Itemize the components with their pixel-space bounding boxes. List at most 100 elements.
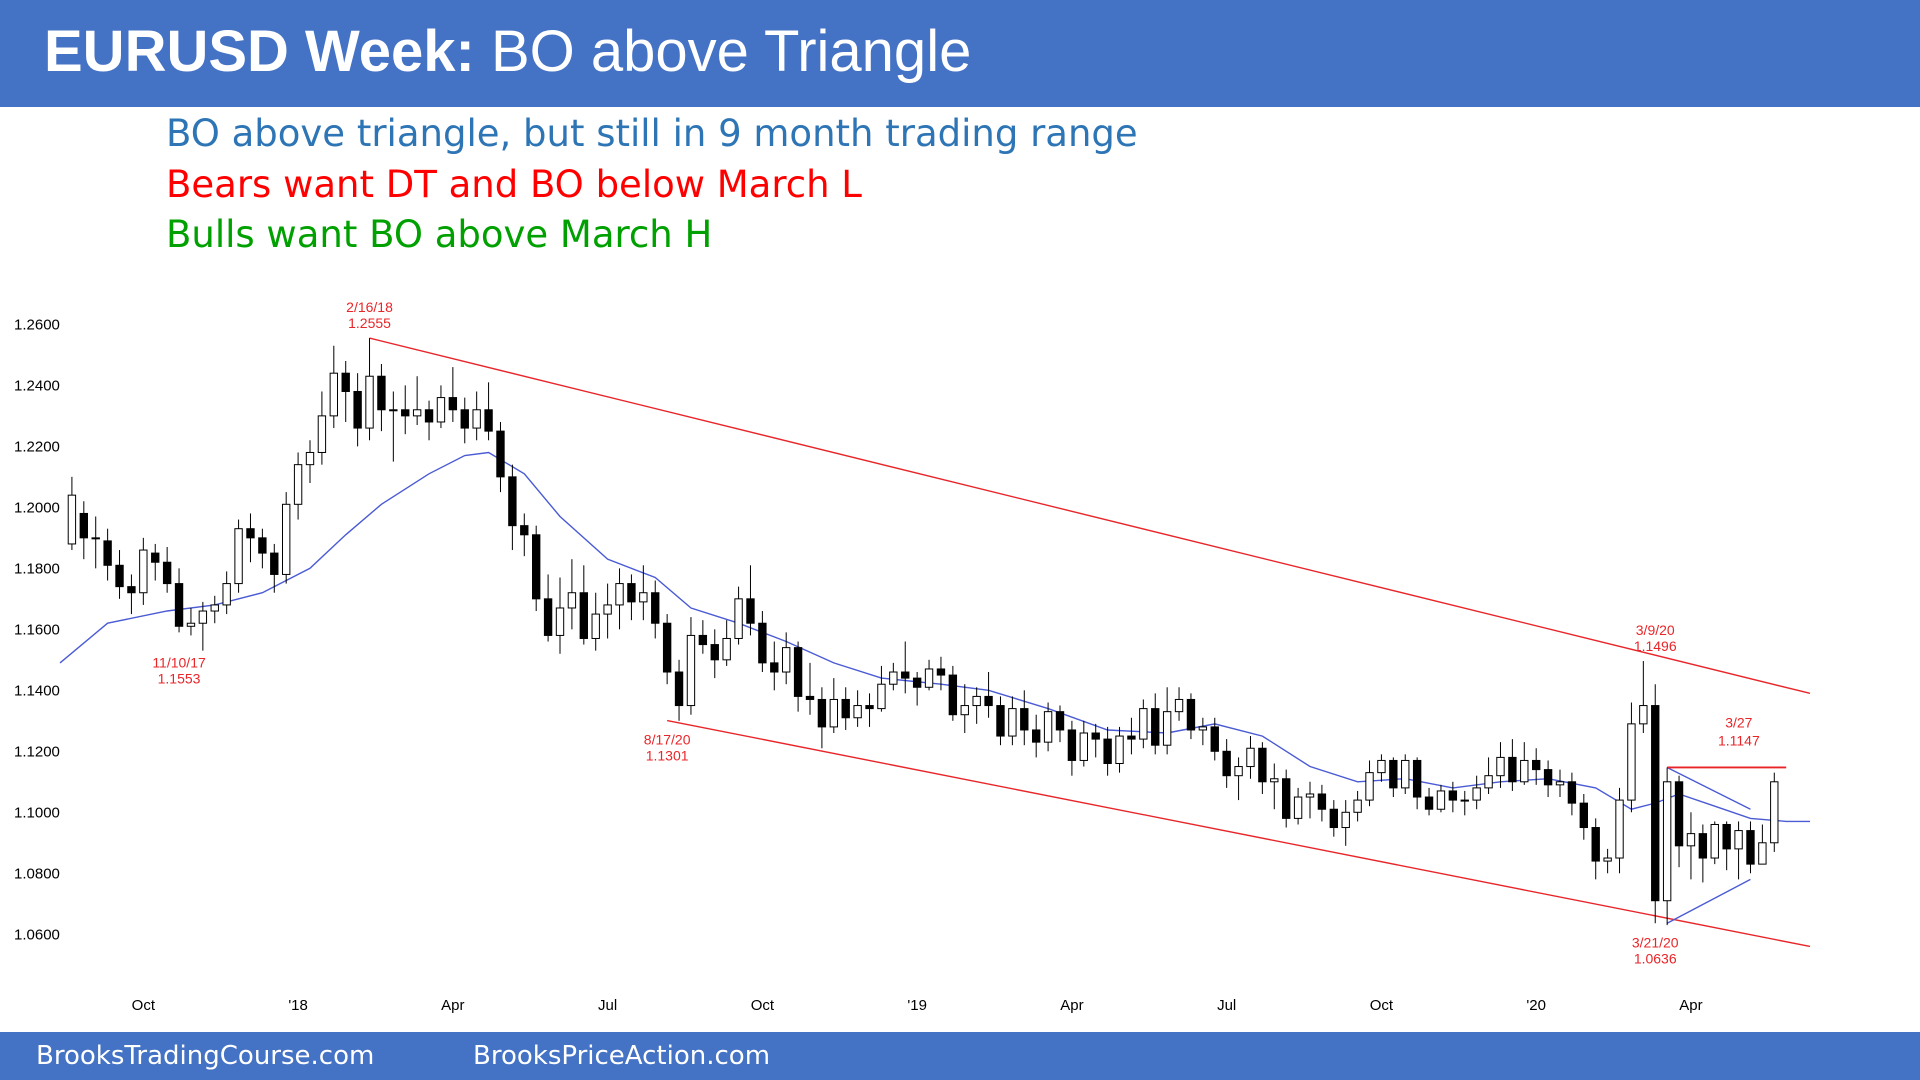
candle [210, 595, 219, 624]
candle-bull-body [365, 375, 374, 429]
candle [329, 345, 339, 429]
annotation-price: 1.1301 [646, 748, 689, 764]
note-green: Bulls want BO above March H [166, 213, 713, 256]
candle [1162, 687, 1172, 755]
candle-bull-body [829, 698, 838, 728]
ema-line [59, 451, 1810, 823]
footer-link-priceaction[interactable]: BrooksPriceAction.com [473, 1041, 771, 1071]
candle [722, 620, 731, 666]
x-tick-label: Apr [1060, 997, 1083, 1014]
candle [222, 571, 231, 615]
candle [1401, 754, 1410, 794]
candle [1341, 800, 1350, 846]
candle-bull-body [1139, 708, 1148, 740]
candle [1662, 767, 1672, 926]
candle [1258, 742, 1267, 794]
candle-bear-body [710, 644, 719, 661]
candle [389, 391, 398, 462]
candle [1139, 699, 1148, 749]
footer-bar: BrooksTradingCourse.com BrooksPriceActio… [0, 1032, 1920, 1080]
y-tick-label: 1.2600 [14, 316, 60, 333]
y-tick-label: 1.1200 [14, 743, 60, 760]
annotation-price: 1.1496 [1634, 638, 1677, 654]
candle [984, 672, 993, 718]
candle [936, 656, 946, 691]
candle [532, 525, 541, 612]
candle [1020, 690, 1029, 746]
candle-bull-body [782, 647, 791, 673]
candle-bear-body [448, 397, 458, 411]
title-bold: EURUSD Week: [44, 19, 475, 84]
candle [1246, 736, 1255, 779]
candle-bull-body [1710, 823, 1719, 859]
title-banner: EURUSD Week: BO above Triangle [0, 0, 1920, 107]
candle-bull-body [1627, 723, 1636, 801]
candle-bear-body [79, 512, 89, 539]
candle [1127, 717, 1136, 755]
candle-bull-body [305, 451, 315, 466]
candle [1293, 787, 1303, 825]
candle [162, 546, 172, 593]
candle-bull-body [329, 372, 339, 417]
x-tick-label: Jul [598, 997, 617, 1014]
candle [1555, 769, 1565, 798]
candle-layer [67, 338, 1779, 926]
candle-bear-body [1746, 830, 1755, 865]
candle [627, 574, 636, 621]
candle-bull-body [389, 409, 398, 412]
candle [948, 665, 958, 721]
candle [1710, 821, 1719, 865]
candle-bear-body [1412, 759, 1422, 798]
candle [91, 516, 100, 569]
candle [639, 565, 648, 621]
candle-bear-body [484, 409, 493, 432]
candle [353, 373, 362, 447]
candle [460, 397, 469, 444]
candle-bear-body [1032, 729, 1041, 743]
candle [1722, 821, 1731, 871]
candle [1758, 824, 1767, 865]
annotation-price: 1.1553 [158, 671, 201, 687]
candle-bull-body [1246, 747, 1255, 768]
candle [877, 665, 886, 712]
candle-bear-body [793, 647, 803, 697]
candle-bear-body [1091, 732, 1100, 740]
annotation-date: 11/10/17 [152, 655, 206, 671]
candle-bull-body [1615, 799, 1624, 859]
candle [1151, 693, 1160, 755]
annotation-date: 2/16/18 [346, 299, 393, 315]
candle [305, 440, 315, 483]
candle [865, 693, 874, 727]
candle-bear-body [460, 409, 469, 429]
candle-bull-body [91, 537, 100, 540]
candle-bear-body [1186, 698, 1196, 731]
candle-bear-body [984, 695, 993, 707]
candle [1734, 821, 1743, 880]
candle [377, 364, 386, 432]
candle [1520, 742, 1529, 785]
candle [1603, 848, 1612, 874]
candle-bull-body [1174, 698, 1184, 713]
candle-bull-body [555, 607, 565, 636]
candle-bull-body [1043, 711, 1053, 743]
triangle-upper-line [1666, 766, 1751, 810]
footer-link-course[interactable]: BrooksTradingCourse.com [36, 1041, 375, 1071]
candle-bull-body [960, 705, 969, 716]
candle-bull-body [1460, 799, 1469, 802]
candle-bear-body [841, 698, 850, 719]
candle [365, 338, 374, 441]
candle [579, 565, 588, 645]
candle [448, 367, 458, 422]
candle-bull-body [889, 671, 898, 685]
candle [1615, 787, 1624, 874]
candle-bear-body [353, 390, 362, 429]
candle-bull-body [615, 583, 624, 606]
candle [1436, 784, 1446, 813]
candle [1543, 760, 1553, 798]
candle-bull-body [1472, 787, 1481, 801]
candle [127, 574, 136, 615]
candle [1567, 772, 1577, 816]
page-title: EURUSD Week: BO above Triangle [44, 18, 971, 85]
x-tick-label: Oct [751, 997, 775, 1014]
candle [1532, 748, 1541, 785]
